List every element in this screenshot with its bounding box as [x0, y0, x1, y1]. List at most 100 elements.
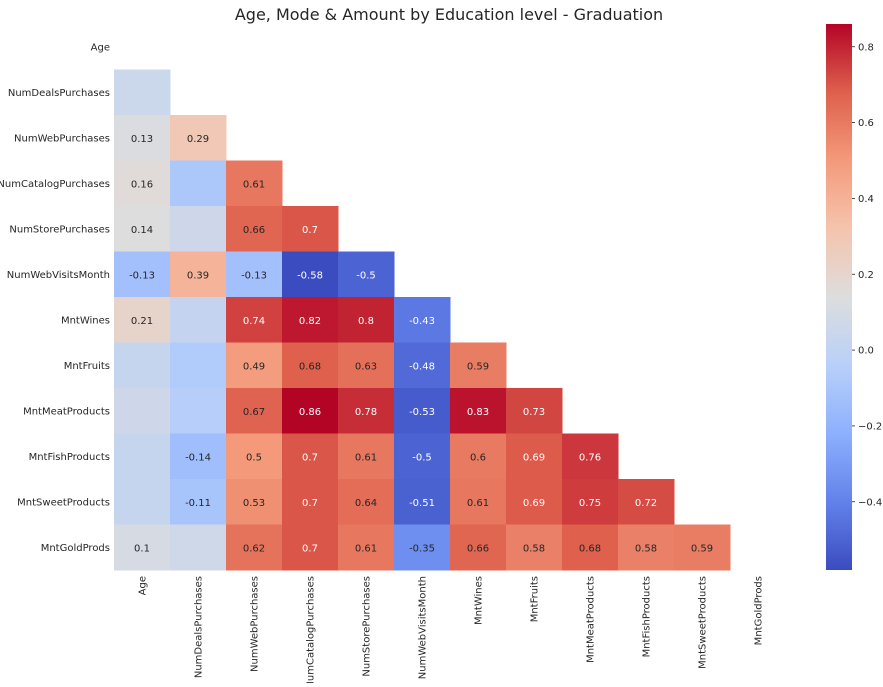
heatmap-cell — [226, 479, 283, 525]
row-tick-label: MntWines — [61, 315, 110, 326]
cell-value-label: 0.29 — [187, 134, 209, 145]
heatmap-cell — [674, 524, 731, 571]
heatmap-cell — [282, 342, 339, 389]
cell-value-label: 0.6 — [470, 452, 486, 463]
heatmap-cell — [338, 388, 395, 434]
cell-value-label: 0.39 — [187, 270, 209, 281]
cell-value-label: 0.61 — [467, 498, 489, 509]
cell-value-label: -0.43 — [409, 316, 435, 327]
cell-value-label: 0.68 — [579, 543, 601, 554]
cell-value-label: 0.72 — [635, 498, 657, 509]
heatmap-cell — [394, 524, 451, 571]
heatmap-cell — [562, 524, 619, 571]
cell-value-label: -0.5 — [412, 452, 432, 463]
row-tick-label: MntFruits — [64, 361, 110, 372]
colorbar-tick-label: −0.2 — [858, 421, 882, 432]
heatmap-cell — [170, 251, 227, 298]
heatmap-cell — [450, 433, 507, 480]
row-tick-label: NumWebVisitsMonth — [7, 270, 110, 281]
heatmap-cell — [338, 433, 395, 480]
heatmap-cell — [114, 479, 171, 525]
cell-value-label: 0.82 — [299, 316, 321, 327]
cell-value-label: 0.83 — [467, 407, 489, 418]
colorbar: 0.8 0.6 0.4 0.2 0.0 −0.2 −0.4 — [826, 24, 882, 570]
heatmap-cell — [338, 251, 395, 298]
cell-value-label: 0.61 — [243, 179, 265, 190]
cell-value-label: 0.62 — [243, 543, 265, 554]
column-labels: Age NumDealsPurchases NumWebPurchases NumCa… — [138, 576, 765, 687]
cell-value-label: 0.69 — [523, 452, 545, 463]
heatmap-cell — [450, 388, 507, 434]
cell-value-label: -0.48 — [409, 361, 435, 372]
heatmap-cell — [226, 297, 283, 343]
cell-value-label: 0.7 — [302, 452, 318, 463]
cell-value-label: 0.49 — [243, 361, 265, 372]
cell-value-label: 0.1 — [134, 543, 150, 554]
cell-value-label: 0.16 — [131, 179, 153, 190]
heatmap-cell — [282, 524, 339, 571]
row-tick-label: Age — [91, 42, 110, 53]
cell-value-label: -0.14 — [185, 452, 211, 463]
colorbar-tick-label: 0.0 — [858, 346, 874, 357]
cell-value-label: -0.35 — [409, 543, 435, 554]
row-tick-label: MntMeatProducts — [23, 406, 110, 417]
heatmap-cell — [226, 251, 283, 298]
cell-value-label: 0.59 — [467, 361, 489, 372]
heatmap-cell — [282, 433, 339, 480]
heatmap-cell — [114, 69, 171, 116]
row-tick-label: NumCatalogPurchases — [0, 179, 110, 190]
cell-value-label: 0.7 — [302, 498, 318, 509]
heatmap-cell — [170, 524, 227, 571]
cell-value-label: 0.76 — [579, 452, 601, 463]
row-tick-label: NumStorePurchases — [9, 224, 110, 235]
column-tick-label: MntFruits — [530, 576, 541, 622]
cell-value-label: 0.21 — [131, 316, 153, 327]
cell-value-label: 0.67 — [243, 407, 265, 418]
chart-title: Age, Mode & Amount by Education level - … — [235, 5, 663, 24]
heatmap-cell — [450, 524, 507, 571]
cell-value-label: 0.69 — [523, 498, 545, 509]
heatmap-cell — [338, 297, 395, 343]
heatmap-cell — [226, 433, 283, 480]
row-tick-label: NumWebPurchases — [14, 133, 110, 144]
colorbar-ticks: 0.8 0.6 0.4 0.2 0.0 −0.2 −0.4 — [852, 42, 882, 508]
row-labels: Age NumDealsPurchases NumWebPurchases NumCa… — [0, 42, 110, 554]
row-tick-label: NumDealsPurchases — [8, 88, 110, 99]
heatmap-cell — [170, 479, 227, 525]
colorbar-tick-label: 0.6 — [858, 118, 874, 129]
heatmap-cell — [450, 479, 507, 525]
heatmap-cell — [170, 206, 227, 252]
heatmap-cell — [170, 160, 227, 207]
cell-value-label: 0.68 — [299, 361, 321, 372]
cell-value-label: 0.5 — [246, 452, 262, 463]
heatmap-cell — [170, 342, 227, 389]
heatmap-cell — [114, 342, 171, 389]
cell-value-label: 0.66 — [243, 225, 265, 236]
cell-value-label: 0.61 — [355, 452, 377, 463]
row-tick-label: MntGoldProds — [41, 543, 110, 554]
heatmap-cell — [338, 524, 395, 571]
cell-value-label: -0.13 — [129, 270, 155, 281]
column-tick-label: MntFishProducts — [642, 576, 653, 657]
cell-value-label: -0.58 — [297, 270, 323, 281]
column-tick-label: MntWines — [474, 576, 485, 625]
cell-value-label: 0.74 — [243, 316, 265, 327]
heatmap-cell — [114, 251, 171, 298]
column-tick-label: NumDealsPurchases — [194, 576, 205, 678]
heatmap-cell — [506, 479, 563, 525]
heatmap-cell — [282, 251, 339, 298]
heatmap-cell — [170, 433, 227, 480]
cell-value-label: 0.13 — [131, 134, 153, 145]
heatmap-cell — [170, 115, 227, 161]
cell-value-label: 0.63 — [355, 361, 377, 372]
colorbar-tick-label: 0.8 — [858, 42, 874, 53]
cell-value-label: 0.61 — [355, 543, 377, 554]
colorbar-tick-label: 0.2 — [858, 270, 874, 281]
colorbar-tick-label: −0.4 — [858, 497, 882, 508]
cell-value-label: 0.7 — [302, 543, 318, 554]
heatmap-cell — [170, 388, 227, 434]
heatmap-cell — [562, 433, 619, 480]
cell-value-label: -0.53 — [409, 407, 435, 418]
heatmap-cell — [114, 524, 171, 571]
